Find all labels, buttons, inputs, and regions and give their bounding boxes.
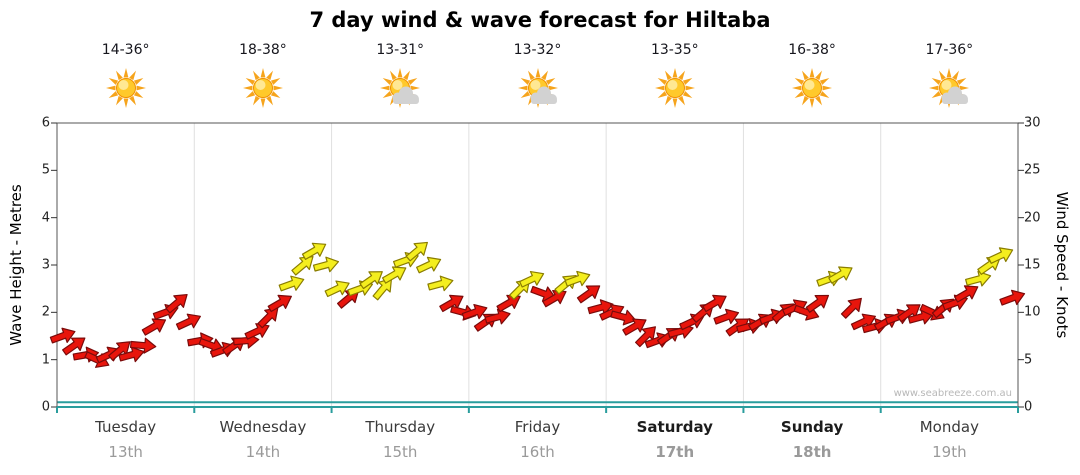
wind-arrow [141, 318, 167, 336]
wind-arrow [324, 280, 350, 298]
wind-arrow [702, 294, 727, 313]
wind-arrow [542, 290, 567, 308]
day-label: Thursday [365, 418, 436, 436]
temperature-range: 17-36° [925, 42, 974, 58]
cloud-icon [392, 86, 420, 104]
wind-arrow [897, 304, 921, 323]
sun-cloud-icon [380, 68, 421, 108]
date-label: 18th [792, 443, 832, 461]
wind-arrow [405, 241, 428, 262]
cloud-icon [530, 86, 557, 104]
wind-arrow [291, 256, 314, 276]
wind-arrow [564, 270, 591, 287]
left-axis-tick-label: 0 [41, 399, 50, 415]
wind-arrow [257, 307, 279, 329]
day-label: Wednesday [219, 418, 307, 436]
wind-arrow [108, 341, 131, 361]
wind-arrow [713, 308, 740, 325]
date-label: 14th [245, 443, 281, 461]
wind-arrow [129, 337, 157, 354]
wind-arrow [118, 346, 145, 363]
left-axis-tick-label: 5 [41, 162, 50, 178]
wind-arrow [576, 285, 601, 304]
temperature-range: 18-38° [239, 42, 287, 58]
right-axis-tick-label: 25 [1024, 162, 1041, 178]
wind-arrow [267, 294, 292, 313]
wind-arrow [519, 270, 545, 288]
right-axis-tick-label: 15 [1024, 257, 1041, 273]
sun-cloud-icon [929, 68, 970, 108]
wind-arrow [999, 289, 1026, 306]
wind-arrow [416, 256, 442, 274]
wind-arrow [988, 247, 1014, 264]
date-label: 16th [520, 443, 555, 461]
left-axis-tick-label: 2 [41, 304, 50, 320]
right-axis-tick-label: 5 [1024, 352, 1033, 368]
temperature-range: 13-32° [513, 42, 562, 58]
wind-arrow [359, 271, 383, 290]
wind-arrow [828, 266, 853, 284]
temperature-range: 13-35° [650, 42, 699, 58]
right-axis-tick-label: 20 [1024, 210, 1041, 226]
sun-icon [242, 68, 283, 108]
right-axis-tick-label: 10 [1024, 304, 1041, 320]
wind-arrow [965, 270, 992, 287]
left-axis-tick-label: 1 [41, 352, 50, 368]
cloud-icon [941, 86, 969, 104]
left-axis-tick-label: 6 [41, 115, 50, 131]
wind-arrow [175, 313, 201, 331]
day-label: Monday [919, 418, 979, 436]
sun-icon [654, 68, 695, 108]
wind-arrow [62, 337, 86, 356]
sun-icon [792, 68, 833, 108]
left-axis-tick-label: 4 [41, 210, 50, 226]
date-label: 17th [655, 443, 695, 461]
wind-arrow [840, 297, 862, 319]
day-label: Friday [514, 418, 561, 436]
date-label: 13th [108, 443, 143, 461]
wind-arrow [49, 327, 76, 344]
sun-cloud-icon [517, 68, 558, 108]
wind-arrow [382, 266, 407, 284]
temperature-range: 13-31° [376, 42, 425, 58]
right-axis-tick-label: 0 [1024, 399, 1033, 415]
wind-arrow [622, 318, 647, 336]
temperature-range: 16-38° [788, 42, 836, 58]
date-label: 15th [382, 443, 418, 461]
left-axis-tick-label: 3 [41, 257, 50, 273]
wind-arrow [301, 242, 327, 260]
day-label: Tuesday [95, 418, 157, 436]
sun-icon [105, 68, 146, 108]
wind-arrow [372, 278, 393, 301]
temperature-range: 14-36° [101, 42, 150, 58]
wind-arrow [312, 256, 340, 273]
day-label: Saturday [636, 418, 713, 436]
wind-arrow [484, 308, 511, 325]
wind-arrow [278, 275, 305, 292]
wind-arrow [461, 303, 488, 320]
wind-arrow [610, 309, 637, 326]
wind-arrow [587, 299, 614, 315]
wind-arrow [165, 293, 188, 314]
date-label: 19th [932, 443, 967, 461]
wind-arrow [427, 275, 454, 292]
day-label: Sunday [780, 418, 844, 436]
right-axis-tick-label: 30 [1024, 115, 1041, 131]
wind-arrow [954, 285, 979, 303]
wind-arrow [805, 294, 830, 313]
wind-arrow [634, 326, 656, 348]
watermark: www.seabreeze.com.au [893, 388, 1012, 399]
chart-title: 7 day wind & wave forecast for Hiltaba [309, 8, 771, 32]
